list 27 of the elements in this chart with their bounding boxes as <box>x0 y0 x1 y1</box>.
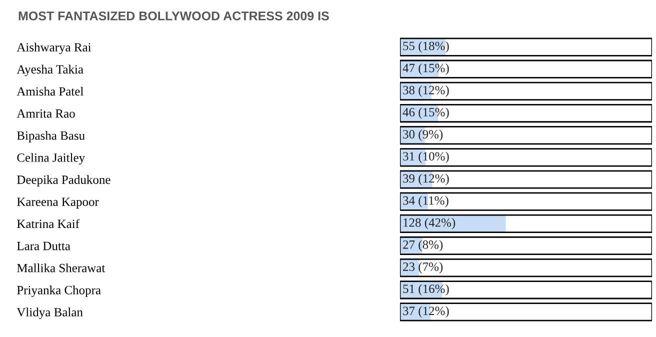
data-label: 38 (12%) <box>403 86 449 97</box>
y-tick-label: Lara Dutta <box>17 242 70 250</box>
data-label: 23 (7%) <box>403 262 443 274</box>
data-label: 37 (12%) <box>403 306 449 318</box>
y-tick-label: Priyanka Chopra <box>17 286 101 297</box>
data-label: 51 (16%) <box>403 284 449 296</box>
data-label: 31 (10%) <box>403 152 449 164</box>
data-label: 39 (12%) <box>403 174 449 186</box>
y-tick-label: Bipasha Basu <box>17 131 85 142</box>
data-label: 46 (15%) <box>402 108 449 119</box>
y-tick-label: Deepika Padukone <box>17 175 110 186</box>
y-tick-label: Amisha Patel <box>16 86 84 96</box>
data-label: 30 (9%) <box>403 130 443 142</box>
y-tick-label: Aishwarya Rai <box>16 42 92 54</box>
y-tick-label: Amrita Rao <box>16 109 75 118</box>
y-tick-label: Kareena Kapoor <box>17 198 99 209</box>
y-tick-label: Ayesha Takia <box>16 64 84 76</box>
data-label: 55 (18%) <box>403 41 449 53</box>
data-label: 34 (11%) <box>403 196 448 208</box>
data-label: 128 (42%) <box>404 218 456 230</box>
y-tick-label: Vlidya Balan <box>16 308 83 319</box>
y-tick-label: Katrina Kaif <box>17 219 80 228</box>
y-tick-label: Mallika Sherawat <box>17 263 106 272</box>
text: MOST FANTASIZED BOLLYWOOD ACTRESS 2009 IS <box>18 12 329 20</box>
data-label: 47 (15%) <box>402 63 449 75</box>
data-label: 27 (8%) <box>403 240 443 252</box>
y-tick-label: Celina Jaitley <box>17 153 85 164</box>
